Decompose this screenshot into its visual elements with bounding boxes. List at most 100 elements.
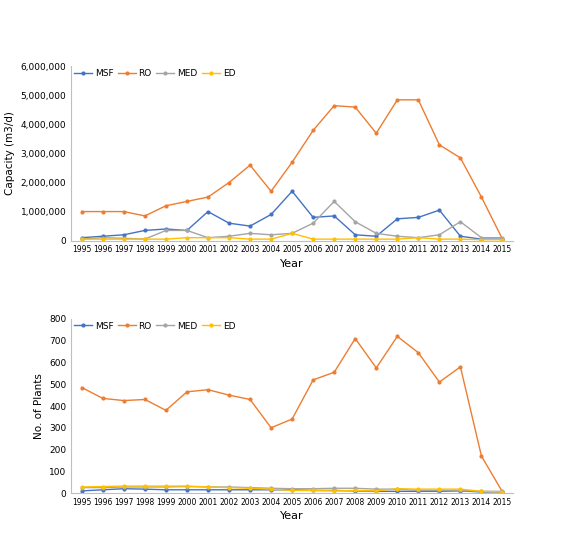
- ED: [457, 236, 464, 243]
- MSF: [99, 233, 106, 239]
- Line: MSF: MSF: [80, 486, 504, 494]
- ED: [226, 484, 233, 491]
- RO: [373, 365, 380, 371]
- MSF: [331, 213, 337, 219]
- MSF: [268, 211, 275, 218]
- MED: [331, 485, 337, 491]
- RO: [415, 350, 422, 356]
- RO: [268, 188, 275, 194]
- ED: [247, 236, 254, 243]
- MSF: [184, 486, 190, 493]
- ED: [478, 488, 485, 495]
- MSF: [310, 487, 316, 494]
- ED: [78, 236, 85, 243]
- MED: [394, 233, 401, 239]
- ED: [352, 487, 359, 494]
- Legend: MSF, RO, MED, ED: MSF, RO, MED, ED: [74, 322, 235, 331]
- ED: [120, 236, 127, 243]
- ED: [415, 234, 422, 241]
- ED: [394, 485, 401, 492]
- MSF: [478, 489, 485, 495]
- RO: [436, 379, 443, 386]
- Line: ED: ED: [80, 484, 504, 494]
- MED: [141, 484, 148, 490]
- RO: [352, 335, 359, 342]
- ED: [499, 237, 506, 243]
- MSF: [184, 227, 190, 234]
- MSF: [120, 232, 127, 238]
- MED: [288, 485, 295, 492]
- MED: [415, 487, 422, 494]
- ED: [457, 486, 464, 493]
- RO: [205, 194, 211, 201]
- Line: RO: RO: [80, 334, 504, 494]
- ED: [162, 236, 169, 243]
- MED: [373, 486, 380, 493]
- MED: [499, 488, 506, 495]
- MSF: [373, 233, 380, 239]
- ED: [331, 488, 337, 494]
- MSF: [394, 488, 401, 495]
- ED: [394, 236, 401, 243]
- ED: [99, 236, 106, 243]
- ED: [99, 483, 106, 490]
- RO: [457, 363, 464, 370]
- MED: [457, 218, 464, 225]
- MSF: [120, 485, 127, 492]
- MSF: [373, 488, 380, 495]
- MSF: [457, 488, 464, 494]
- Y-axis label: No. of Plants: No. of Plants: [34, 373, 43, 439]
- MED: [268, 232, 275, 238]
- ED: [499, 489, 506, 495]
- MED: [247, 484, 254, 491]
- ED: [288, 487, 295, 494]
- ED: [331, 236, 337, 243]
- MSF: [99, 486, 106, 493]
- MED: [226, 233, 233, 239]
- MED: [352, 218, 359, 225]
- MED: [99, 484, 106, 491]
- MSF: [205, 208, 211, 215]
- RO: [226, 179, 233, 186]
- MED: [331, 198, 337, 205]
- ED: [184, 483, 190, 489]
- MED: [247, 230, 254, 237]
- MSF: [478, 236, 485, 243]
- RO: [288, 159, 295, 166]
- MED: [162, 227, 169, 234]
- RO: [288, 416, 295, 422]
- MED: [99, 234, 106, 241]
- ED: [162, 483, 169, 489]
- RO: [331, 369, 337, 376]
- MED: [205, 234, 211, 241]
- Y-axis label: Capacity (m3/d): Capacity (m3/d): [5, 111, 15, 196]
- MED: [184, 483, 190, 490]
- RO: [373, 130, 380, 136]
- ED: [288, 230, 295, 237]
- MED: [78, 484, 85, 491]
- RO: [415, 96, 422, 103]
- MSF: [226, 486, 233, 493]
- RO: [99, 395, 106, 402]
- RO: [499, 489, 506, 495]
- RO: [352, 104, 359, 110]
- ED: [415, 486, 422, 493]
- ED: [268, 236, 275, 243]
- MED: [184, 227, 190, 234]
- ED: [78, 484, 85, 490]
- MED: [162, 484, 169, 490]
- RO: [184, 388, 190, 395]
- MED: [394, 486, 401, 493]
- ED: [268, 486, 275, 493]
- MSF: [415, 488, 422, 495]
- RO: [226, 392, 233, 398]
- RO: [162, 202, 169, 209]
- MSF: [247, 486, 254, 493]
- RO: [310, 377, 316, 383]
- Line: RO: RO: [80, 98, 504, 241]
- MED: [436, 487, 443, 494]
- ED: [141, 236, 148, 243]
- MSF: [247, 223, 254, 229]
- MSF: [415, 214, 422, 220]
- RO: [247, 396, 254, 403]
